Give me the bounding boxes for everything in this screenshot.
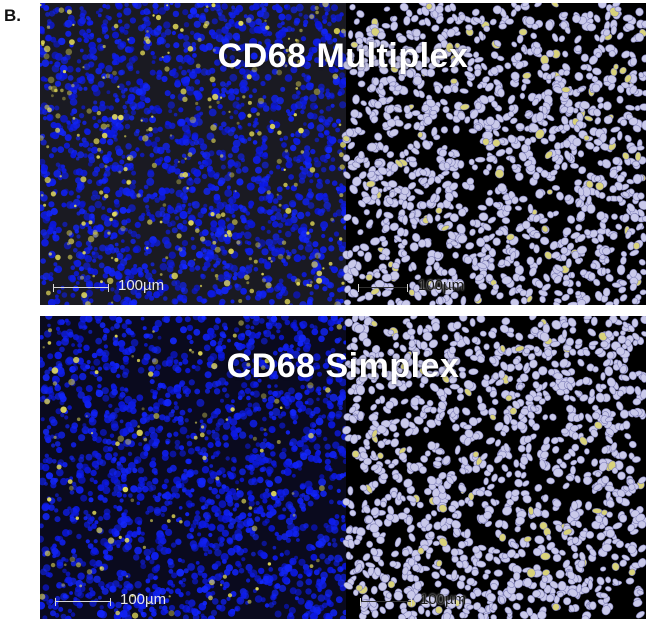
fluorescence-nuclei bbox=[40, 3, 350, 305]
scale-bar-left bbox=[53, 284, 109, 292]
scale-label-right: 100µm bbox=[418, 277, 465, 294]
scale-bar-left bbox=[55, 598, 111, 606]
panel-title-multiplex: CD68 Multiplex bbox=[217, 37, 469, 75]
scale-bar-right bbox=[360, 598, 412, 606]
scale-label-left: 100µm bbox=[120, 591, 167, 608]
fluorescence-marker bbox=[40, 320, 342, 619]
figure-label: B. bbox=[4, 6, 21, 25]
panel-multiplex: CD68 Multiplex 100µm 100µm bbox=[40, 3, 646, 305]
fluorescence-nuclei bbox=[40, 316, 350, 619]
scale-label-left: 100µm bbox=[118, 277, 165, 294]
scale-bar-right bbox=[358, 284, 408, 292]
multiplex-micrograph bbox=[40, 3, 646, 305]
segmentation-cells bbox=[342, 316, 646, 619]
panel-title-simplex: CD68 Simplex bbox=[226, 347, 460, 385]
scale-label-right: 100µm bbox=[420, 591, 467, 608]
segmentation-cells bbox=[341, 3, 646, 305]
simplex-micrograph bbox=[40, 316, 646, 619]
panel-simplex: CD68 Simplex 100µm 100µm bbox=[40, 316, 646, 619]
